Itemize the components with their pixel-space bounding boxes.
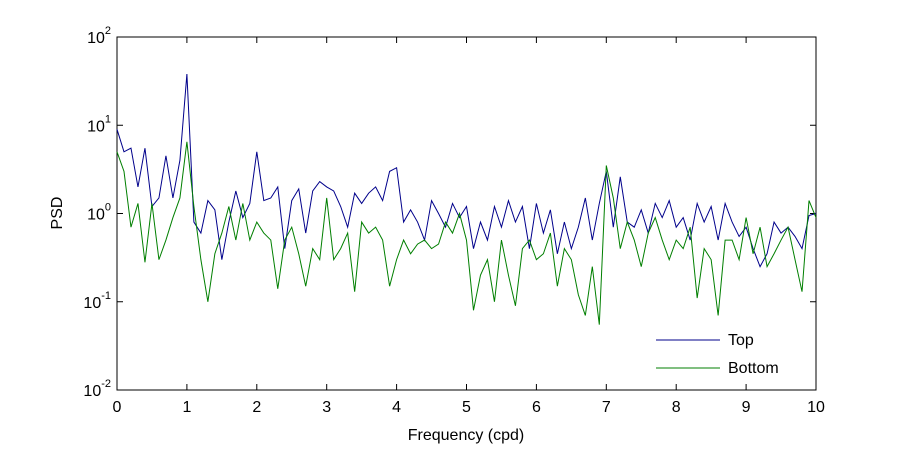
x-tick-label: 3 (322, 399, 331, 416)
x-tick-label: 5 (462, 399, 471, 416)
x-tick-label: 10 (807, 399, 825, 416)
x-tick-label: 8 (672, 399, 681, 416)
x-tick-label: 0 (113, 399, 122, 416)
y-tick-label: 100 (87, 201, 111, 223)
x-tick-label: 1 (182, 399, 191, 416)
y-tick-label: 101 (87, 113, 111, 135)
x-tick-label: 4 (392, 399, 401, 416)
x-tick-label: 2 (252, 399, 261, 416)
y-tick-label: 102 (87, 25, 111, 47)
y-tick-label: 10-2 (83, 378, 111, 400)
x-tick-label: 6 (532, 399, 541, 416)
x-tick-label: 7 (602, 399, 611, 416)
y-axis-label: PSD (49, 197, 66, 230)
y-tick-label: 10-1 (83, 290, 111, 312)
legend-label: Top (728, 332, 754, 349)
x-axis-label: Frequency (cpd) (408, 427, 525, 444)
data-line (116, 141, 817, 325)
legend-label: Bottom (728, 360, 779, 377)
x-tick-label: 9 (742, 399, 751, 416)
data-line (116, 74, 817, 268)
